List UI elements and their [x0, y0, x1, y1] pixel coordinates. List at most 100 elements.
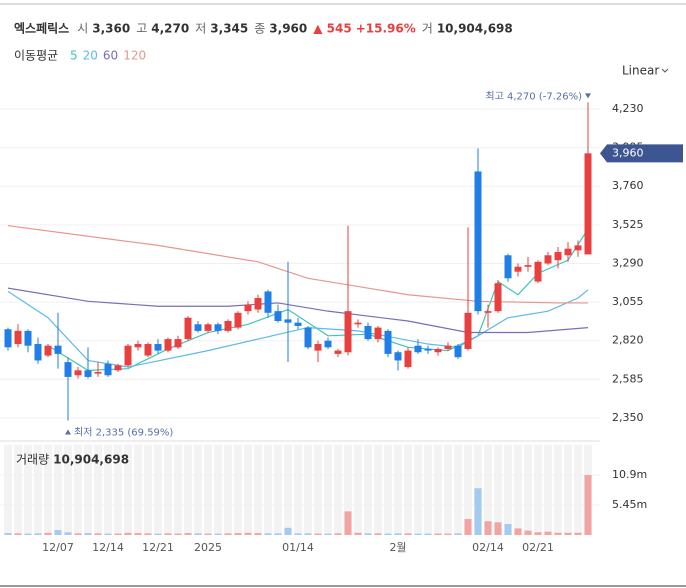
- x-tick-label: 02/21: [522, 541, 554, 554]
- volume-column-bg: [444, 445, 452, 535]
- volume-bar: [34, 533, 42, 535]
- candle-body: [214, 324, 222, 331]
- volume-column-bg: [304, 445, 312, 535]
- candle-body: [374, 327, 382, 340]
- candle-body: [584, 153, 592, 255]
- candle-body: [124, 345, 132, 366]
- volume-bar: [394, 533, 402, 535]
- volume-bar: [564, 532, 572, 535]
- volume-column-bg: [514, 445, 522, 535]
- volume-column-bg: [154, 445, 162, 535]
- volume-bar: [184, 533, 192, 535]
- volume-column-bg: [424, 445, 432, 535]
- volume-column-bg: [314, 445, 322, 535]
- header: 엑스페릭스 시 3,360 고 4,270 저 3,345 종 3,960 ▲ 545 +15.96…: [14, 21, 513, 36]
- volume-bar: [514, 528, 522, 535]
- candle-body: [94, 371, 102, 374]
- legend-entry: 60: [103, 49, 118, 63]
- candle-body: [164, 339, 172, 351]
- x-tick-label: 01/14: [282, 541, 314, 554]
- volume-bar: [44, 532, 52, 535]
- ma-line: [7, 287, 589, 334]
- ma-legend: 5 20 60 120: [70, 49, 146, 63]
- volume-bar: [384, 533, 392, 535]
- volume-bar: [214, 533, 222, 535]
- candle-body: [524, 265, 532, 267]
- volume-bar: [484, 521, 492, 535]
- volume-bar: [114, 533, 122, 535]
- y-tick-label: 10.9m: [612, 468, 647, 481]
- volume-column-bg: [484, 445, 492, 535]
- volume-column-bg: [14, 445, 22, 535]
- field-label: 종: [254, 22, 265, 36]
- volume-bar: [364, 533, 372, 535]
- volume-column-bg: [244, 445, 252, 535]
- candle-body: [314, 344, 322, 351]
- volume-bar: [94, 533, 102, 535]
- field-value: 3,960: [269, 22, 307, 36]
- volume-column-bg: [374, 445, 382, 535]
- y-tick-label: 2,350: [612, 411, 644, 424]
- volume-bar: [304, 533, 312, 535]
- candle-body: [464, 312, 472, 349]
- candle-body: [14, 330, 22, 345]
- ma-line: [7, 289, 589, 368]
- candle-body: [444, 345, 452, 349]
- volume-column-bg: [464, 445, 472, 535]
- candle-body: [74, 370, 82, 376]
- volume-bar: [474, 488, 482, 535]
- volume-bar: [14, 533, 22, 535]
- volume-column-bg: [44, 445, 52, 535]
- volume-bar: [4, 533, 12, 535]
- volume-bar: [104, 533, 112, 535]
- legend-entry: 5: [70, 49, 78, 63]
- volume-column-bg: [54, 445, 62, 535]
- volume-column-bg: [94, 445, 102, 535]
- volume-bar: [74, 533, 82, 535]
- field-value: 3,360: [92, 22, 130, 36]
- volume-column-bg: [544, 445, 552, 535]
- volume-title: 거래량: [16, 453, 49, 467]
- volume-column-bg: [324, 445, 332, 535]
- volume-bar: [294, 533, 302, 535]
- volume-bar: [504, 524, 512, 535]
- volume-bar: [334, 533, 342, 535]
- volume-column-bg: [394, 445, 402, 535]
- candle-body: [454, 345, 462, 358]
- volume-column-bg: [364, 445, 372, 535]
- candle-body: [34, 344, 42, 361]
- volume-bar: [264, 533, 272, 535]
- volume-column-bg: [524, 445, 532, 535]
- candle-body: [554, 251, 562, 261]
- y-tick-label: 5.45m: [612, 498, 647, 511]
- volume-column-bg: [574, 445, 582, 535]
- volume-column-bg: [194, 445, 202, 535]
- candle-body: [134, 344, 142, 348]
- min-marker: [65, 429, 71, 435]
- volume-column-bg: [184, 445, 192, 535]
- candle-body: [394, 352, 402, 361]
- volume-column-bg: [414, 445, 422, 535]
- y-tick-label: 4,230: [612, 102, 644, 115]
- volume-bar: [354, 532, 362, 535]
- volume-bar: [324, 533, 332, 535]
- volume-bar: [164, 533, 172, 535]
- candle-body: [384, 330, 392, 354]
- volume-column-bg: [494, 445, 502, 535]
- volume-column-bg: [174, 445, 182, 535]
- volume-column-bg: [204, 445, 212, 535]
- volume-bar: [274, 533, 282, 535]
- change-pct: +15.96%: [356, 22, 416, 36]
- volume-bar: [464, 519, 472, 535]
- price-tag: [600, 144, 683, 163]
- x-tick-label: 12/21: [142, 541, 174, 554]
- candle-body: [244, 304, 252, 312]
- candle-body: [234, 312, 242, 328]
- scale-mode[interactable]: Linear: [622, 64, 659, 78]
- candle-body: [264, 291, 272, 313]
- candle-body: [534, 261, 542, 282]
- volume-column-bg: [534, 445, 542, 535]
- volume-bar: [374, 533, 382, 535]
- ma-title: 이동평균: [14, 49, 58, 63]
- y-tick-label: 3,525: [612, 218, 644, 231]
